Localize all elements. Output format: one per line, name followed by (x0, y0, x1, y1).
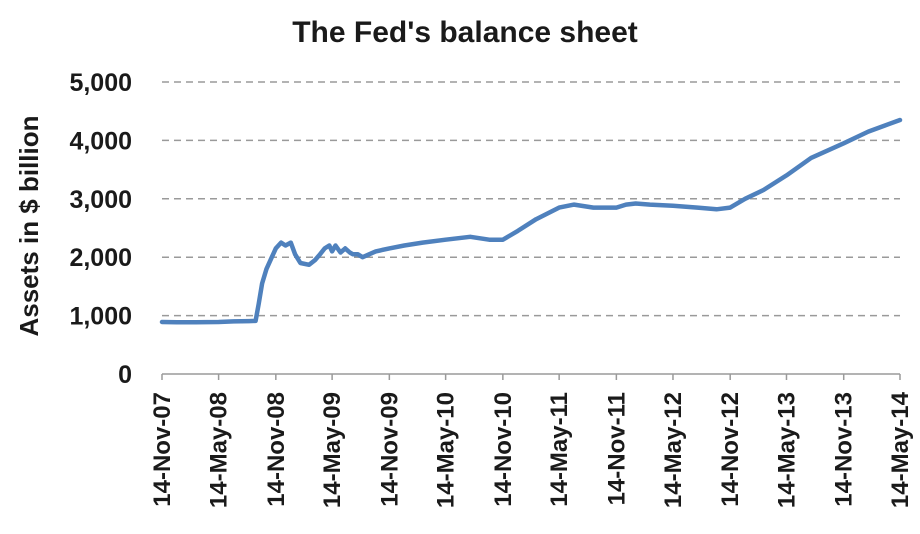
y-axis-label: Assets in $ billion (14, 115, 44, 336)
x-tick-label: 14-Nov-08 (263, 392, 290, 507)
x-tick-label: 14-May-10 (433, 392, 460, 508)
x-axis (161, 373, 901, 380)
x-tick-label: 14-Nov-13 (831, 392, 858, 507)
x-tick-label: 14-May-11 (546, 392, 573, 507)
x-tick-label: 14-Nov-12 (717, 392, 744, 507)
y-tick-label: 4,000 (69, 127, 132, 155)
y-tick-label: 1,000 (69, 303, 132, 331)
x-tick-label: 14-Nov-07 (149, 392, 176, 507)
y-tick-label: 5,000 (69, 69, 132, 97)
y-tick-label: 3,000 (69, 186, 132, 214)
x-tick-label: 14-Nov-11 (603, 392, 630, 505)
y-tick-label: 0 (118, 361, 132, 389)
x-tick-label: 14-May-08 (206, 392, 233, 508)
series-layer (159, 117, 903, 325)
x-tick-label: 14-May-14 (887, 391, 914, 508)
x-axis-tick-labels: 14-Nov-07 14-May-08 14-Nov-08 14-May-09 14-N… (149, 391, 914, 508)
y-axis-tick-labels: 0 1,000 2,000 3,000 4,000 5,000 (69, 69, 132, 389)
x-tick-label: 14-May-12 (660, 392, 687, 508)
chart-title: The Fed's balance sheet (292, 16, 638, 49)
y-tick-label: 2,000 (69, 244, 132, 272)
gridlines (162, 81, 900, 317)
x-tick-label: 14-May-13 (773, 392, 800, 508)
x-tick-label: 14-Nov-09 (376, 392, 403, 507)
fed-assets-line (159, 117, 903, 325)
x-tick-label: 14-May-09 (319, 392, 346, 508)
x-tick-label: 14-Nov-10 (490, 392, 517, 507)
